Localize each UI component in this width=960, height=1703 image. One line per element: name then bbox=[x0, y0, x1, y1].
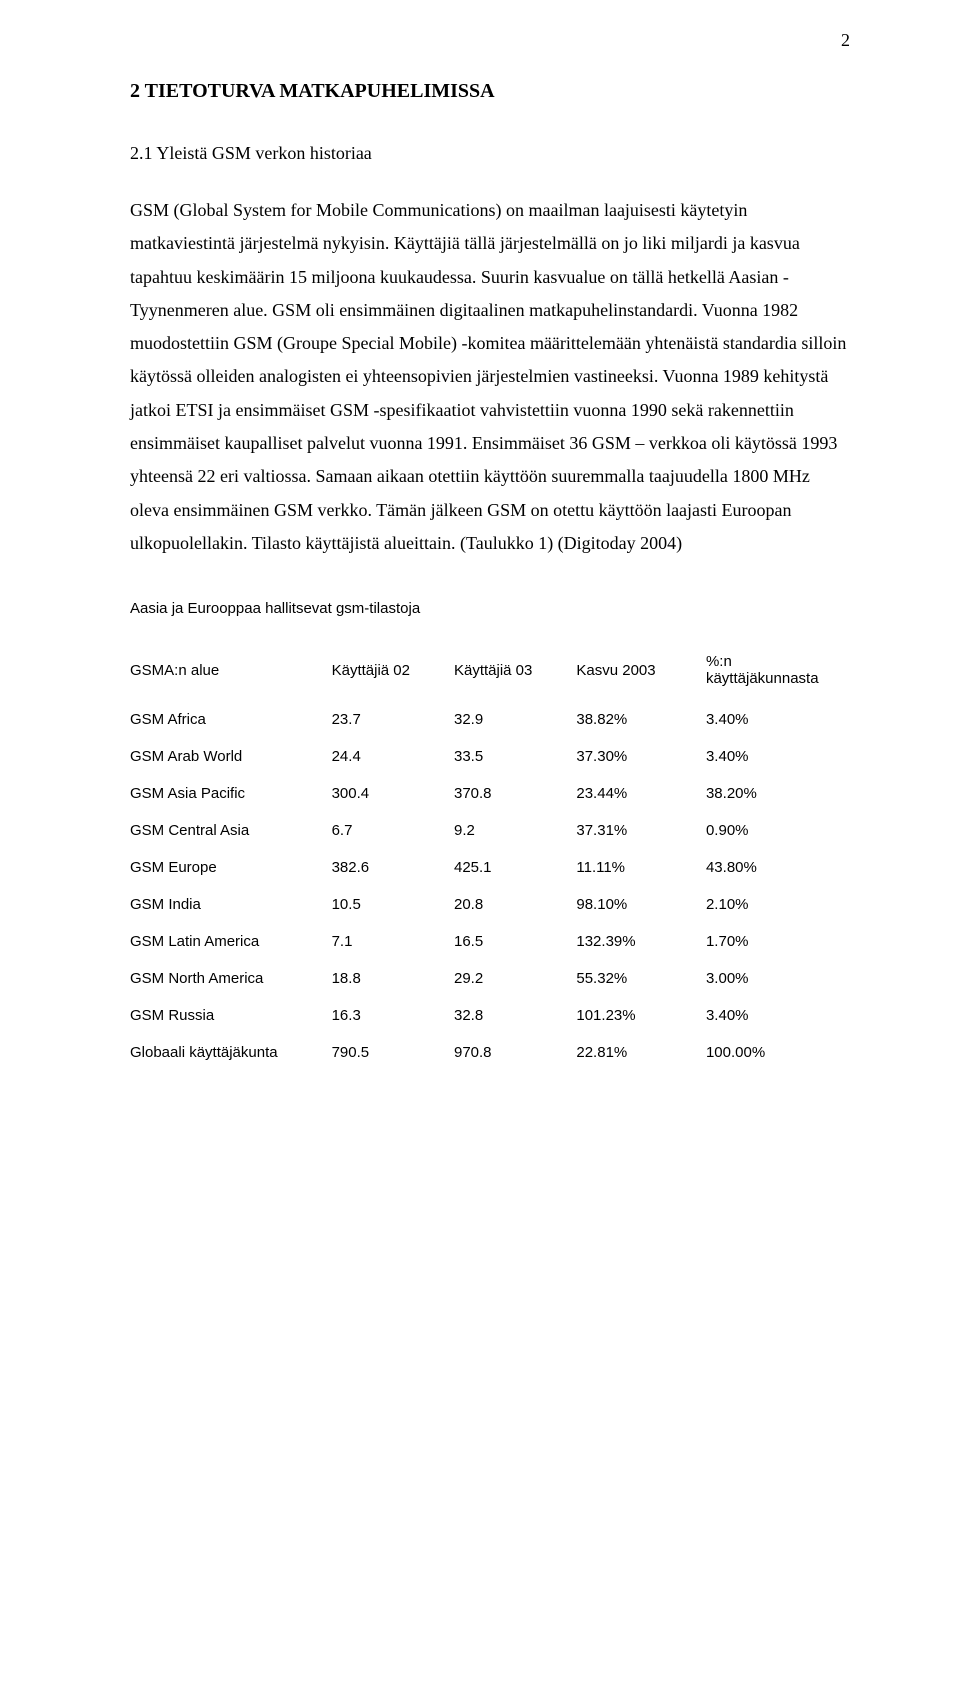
table-cell: 10.5 bbox=[332, 886, 454, 923]
heading-level-2: 2.1 Yleistä GSM verkon historiaa bbox=[130, 143, 850, 164]
table-cell: 3.00% bbox=[706, 960, 850, 997]
table-cell: 18.8 bbox=[332, 960, 454, 997]
table-cell: 790.5 bbox=[332, 1034, 454, 1071]
table-cell: 16.3 bbox=[332, 997, 454, 1034]
table-row: Globaali käyttäjäkunta790.5970.822.81%10… bbox=[130, 1034, 850, 1071]
table-cell: 6.7 bbox=[332, 812, 454, 849]
table-row: GSM Central Asia6.79.237.31%0.90% bbox=[130, 812, 850, 849]
table-cell: 22.81% bbox=[576, 1034, 706, 1071]
table-cell: GSM Latin America bbox=[130, 923, 332, 960]
table-cell: 43.80% bbox=[706, 849, 850, 886]
table-cell: 9.2 bbox=[454, 812, 576, 849]
table-cell: 24.4 bbox=[332, 738, 454, 775]
table-cell: 38.20% bbox=[706, 775, 850, 812]
table-cell: 29.2 bbox=[454, 960, 576, 997]
heading-level-1: 2 TIETOTURVA MATKAPUHELIMISSA bbox=[130, 80, 850, 103]
table-title: Aasia ja Eurooppaa hallitsevat gsm-tilas… bbox=[130, 600, 850, 617]
table-cell: 38.82% bbox=[576, 701, 706, 738]
gsm-stats-table: GSMA:n alue Käyttäjiä 02 Käyttäjiä 03 Ka… bbox=[130, 647, 850, 1071]
table-cell: GSM India bbox=[130, 886, 332, 923]
table-cell: 1.70% bbox=[706, 923, 850, 960]
page-number: 2 bbox=[841, 30, 850, 51]
document-page: 2 2 TIETOTURVA MATKAPUHELIMISSA 2.1 Ylei… bbox=[0, 0, 960, 1703]
table-header-cell: Käyttäjiä 03 bbox=[454, 647, 576, 701]
table-cell: 425.1 bbox=[454, 849, 576, 886]
table-cell: GSM Central Asia bbox=[130, 812, 332, 849]
table-cell: 37.30% bbox=[576, 738, 706, 775]
table-row: GSM Asia Pacific300.4370.823.44%38.20% bbox=[130, 775, 850, 812]
table-row: GSM India10.520.898.10%2.10% bbox=[130, 886, 850, 923]
table-row: GSM Africa23.732.938.82%3.40% bbox=[130, 701, 850, 738]
table-cell: 20.8 bbox=[454, 886, 576, 923]
table-row: GSM Latin America7.116.5132.39%1.70% bbox=[130, 923, 850, 960]
table-cell: 32.9 bbox=[454, 701, 576, 738]
table-cell: 11.11% bbox=[576, 849, 706, 886]
table-header-cell: GSMA:n alue bbox=[130, 647, 332, 701]
body-paragraph: GSM (Global System for Mobile Communicat… bbox=[130, 194, 850, 560]
table-cell: GSM Russia bbox=[130, 997, 332, 1034]
table-cell: 100.00% bbox=[706, 1034, 850, 1071]
table-cell: 2.10% bbox=[706, 886, 850, 923]
table-cell: 33.5 bbox=[454, 738, 576, 775]
table-cell: 23.7 bbox=[332, 701, 454, 738]
table-cell: 382.6 bbox=[332, 849, 454, 886]
table-cell: 3.40% bbox=[706, 701, 850, 738]
table-cell: Globaali käyttäjäkunta bbox=[130, 1034, 332, 1071]
table-row: GSM North America18.829.255.32%3.00% bbox=[130, 960, 850, 997]
table-cell: 16.5 bbox=[454, 923, 576, 960]
table-cell: 23.44% bbox=[576, 775, 706, 812]
table-cell: GSM Europe bbox=[130, 849, 332, 886]
table-row: GSM Arab World24.433.537.30%3.40% bbox=[130, 738, 850, 775]
table-row: GSM Europe382.6425.111.11%43.80% bbox=[130, 849, 850, 886]
table-header-row: GSMA:n alue Käyttäjiä 02 Käyttäjiä 03 Ka… bbox=[130, 647, 850, 701]
table-cell: 37.31% bbox=[576, 812, 706, 849]
table-row: GSM Russia16.332.8101.23%3.40% bbox=[130, 997, 850, 1034]
table-cell: 3.40% bbox=[706, 738, 850, 775]
table-cell: GSM Asia Pacific bbox=[130, 775, 332, 812]
table-header-cell: Kasvu 2003 bbox=[576, 647, 706, 701]
table-cell: 55.32% bbox=[576, 960, 706, 997]
table-body: GSM Africa23.732.938.82%3.40%GSM Arab Wo… bbox=[130, 701, 850, 1071]
table-cell: 7.1 bbox=[332, 923, 454, 960]
table-cell: GSM Arab World bbox=[130, 738, 332, 775]
table-cell: 98.10% bbox=[576, 886, 706, 923]
table-cell: 370.8 bbox=[454, 775, 576, 812]
table-cell: GSM North America bbox=[130, 960, 332, 997]
table-cell: 132.39% bbox=[576, 923, 706, 960]
table-cell: 300.4 bbox=[332, 775, 454, 812]
table-header-cell: Käyttäjiä 02 bbox=[332, 647, 454, 701]
table-header-cell: %:n käyttäjäkunnasta bbox=[706, 647, 850, 701]
table-cell: 32.8 bbox=[454, 997, 576, 1034]
table-cell: 101.23% bbox=[576, 997, 706, 1034]
table-cell: 0.90% bbox=[706, 812, 850, 849]
table-cell: 970.8 bbox=[454, 1034, 576, 1071]
table-cell: GSM Africa bbox=[130, 701, 332, 738]
table-cell: 3.40% bbox=[706, 997, 850, 1034]
